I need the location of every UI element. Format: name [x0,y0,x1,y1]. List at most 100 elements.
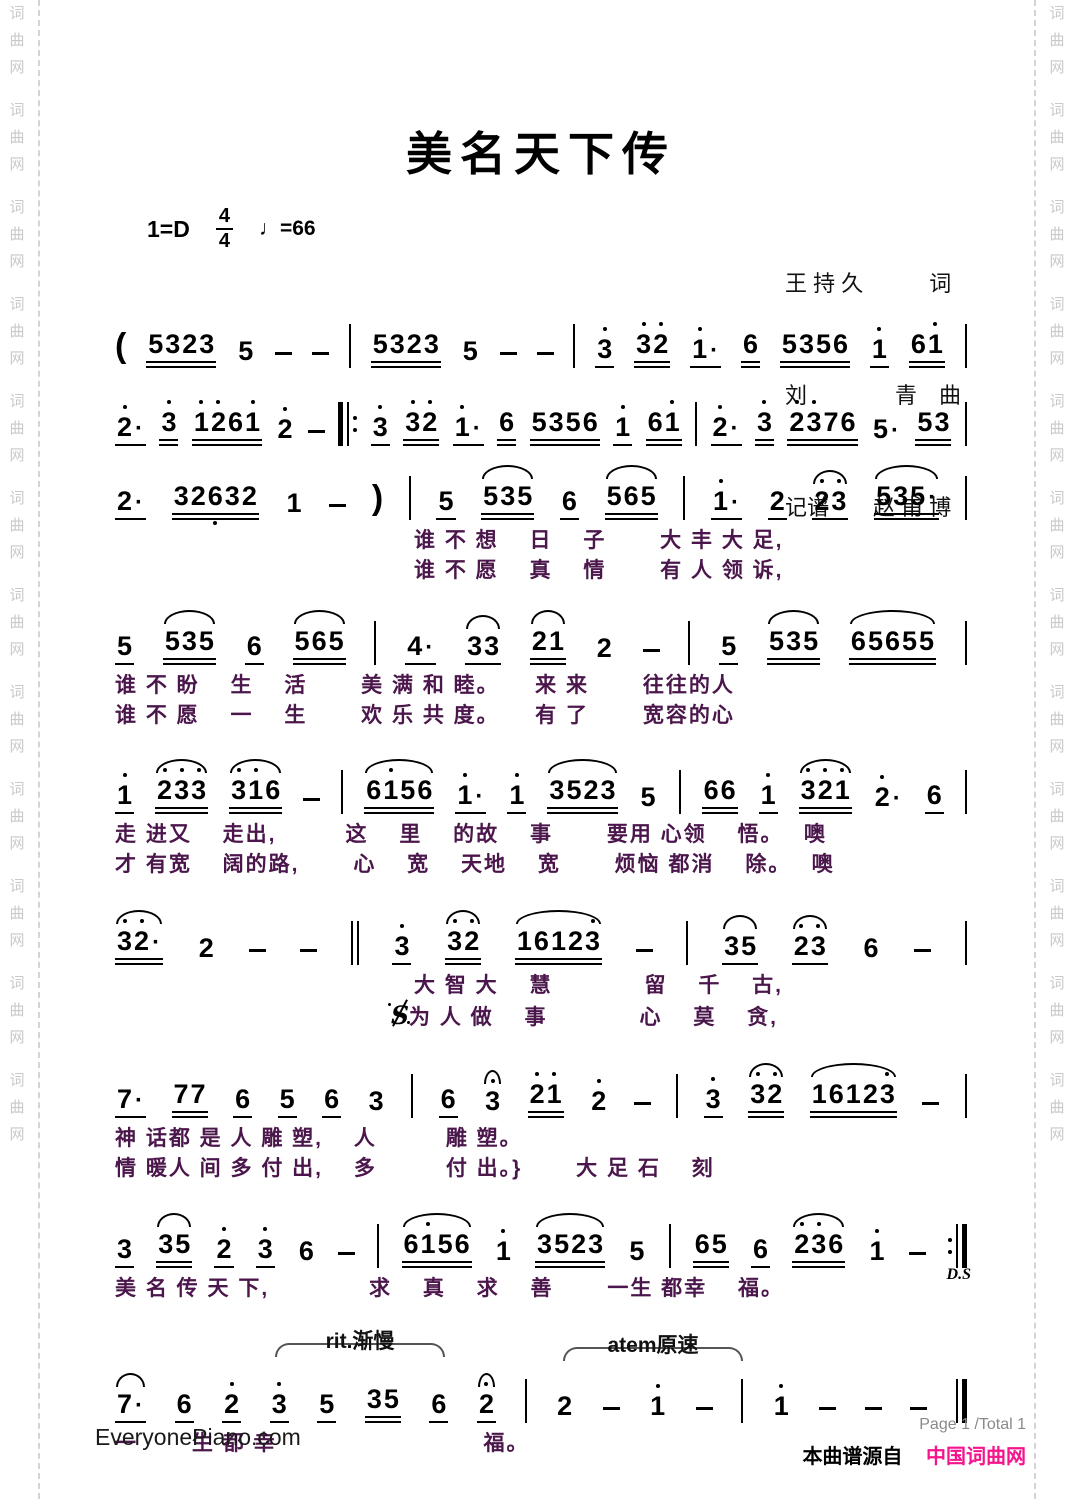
notation-line: 5 5 3 5 6 5 6 5 4 · 3 3 2 1 2 5 5 3 5 6 5 6 5 5 [115,607,967,665]
note-digit: 3 [181,625,197,656]
note-digit: 5 [917,407,933,437]
note-digit: 3 [485,1078,501,1116]
footer-right: Page 1 /Total 1 本曲谱源自 中国词曲网 [802,1416,1026,1469]
watermark-text: 词曲网 [1049,5,1065,76]
note-digit: 3 [588,1229,604,1260]
note-group: 5 [461,323,480,368]
watermark-text: 词曲网 [9,781,25,852]
footer-site-link[interactable]: EveryonePiano.com [95,1424,301,1450]
note-digit: 5 [640,481,656,511]
note-digit: 1 [760,772,776,810]
note-group: 2 · [115,399,147,446]
note-digit: 1 [692,327,708,364]
note-digit: 6 [703,774,719,805]
watermark-divider-left [38,0,40,1499]
note-digit: 1 [548,625,564,656]
note-digit: 3 [191,767,207,805]
note-group: 2 [275,401,294,446]
dash-rest [499,352,517,355]
barline-end-repeat [947,1224,967,1269]
note-group: 5 [639,769,658,814]
note-group: 2 · [873,769,904,814]
note-group: 1 · [452,399,484,446]
note-digit: 5 [238,336,254,366]
note-digit: 5 [902,625,918,656]
lyricist-credit: 王 持 久 词 [784,270,952,296]
note-digit: 3 [549,774,565,805]
music-system-4: 5 5 3 5 6 5 6 5 4 · 3 3 2 1 2 5 5 3 5 6 5 6 5 5 谁 不 盼 生 活 美 满 和 … [115,607,967,732]
barline-final [955,1378,967,1423]
note-digit: 2 [277,407,293,444]
note-digit: 6 [828,1078,844,1109]
music-system-6: 3 2 · 2 3 3 2 1 6 1 2 3 3 5 2 3 6 大 智 大 慧 留 千 古, S为 人 做 … [115,907,967,1034]
note-digit: 3 [158,1229,174,1260]
note-group: 3 [703,1071,723,1118]
note-digit: 3 [257,1227,273,1265]
note-group: 3 [255,1221,275,1269]
note-digit: 3 [879,1071,895,1109]
note-group: 2 [555,1378,574,1423]
note-digit: 5 [400,774,416,805]
note-digit: 6 [582,407,598,437]
a-tempo-annotation: atem原速 [563,1329,743,1361]
dash-rest [633,1101,651,1105]
note-digit: 2 [814,479,830,516]
note-digit: 2 [794,1222,810,1260]
note-digit: 1 [509,772,525,810]
note-group: 6 [862,920,881,965]
lyrics-line: 神 话都 是 人 雕 塑, 人 雕 塑。 [115,1126,523,1150]
note-digit: 3 [165,329,181,359]
note-group: 1 [868,1223,887,1268]
note-group: 5 3 5 · [874,465,940,520]
note-digit: 6 [647,407,663,437]
note-digit: 2 [478,1381,494,1419]
note-digit: 3 [934,407,950,437]
note-digit: 1 [773,1383,789,1421]
note-digit: 5 [164,625,180,656]
watermark-text: 词曲网 [1049,490,1065,561]
note-digit: 2 [422,400,438,437]
music-system-2: 2 · 3 1 2 6 1 2 3 3 2 1 · 6 5 3 5 6 1 6 1 2 · 3 2 3 7 6 5 · 5 3 [115,388,967,446]
watermark-text: 词曲网 [9,199,25,270]
note-digit: 1 [871,327,887,364]
note-digit: 1 [420,1222,436,1260]
watermark-text: 词曲网 [1049,296,1065,367]
augmentation-dot: · [928,484,937,511]
note-digit: 5 [328,625,344,656]
watermark-right: 词曲网词曲网词曲网词曲网词曲网词曲网词曲网词曲网词曲网词曲网词曲网词曲网 [1042,0,1072,1499]
watermark-text: 词曲网 [1049,587,1065,658]
note-digit: 2 [531,625,547,656]
note-group: 1 [869,321,889,368]
note-digit: 3 [271,1381,287,1419]
note-digit: 2 [712,405,728,442]
lyrics-line: 一 生 都 幸 福。 [115,1431,530,1455]
note-digit: 6 [561,486,577,516]
note-group: 1 [758,767,778,814]
note-group: 6 [924,767,944,814]
note-group: 6 [438,1071,458,1118]
source-site-link[interactable]: 中国词曲网 [926,1446,1026,1468]
note-digit: 2 [874,774,890,812]
augmentation-dot: · [892,784,901,812]
note-digit: 6 [440,1083,456,1114]
augmentation-dot: · [135,415,144,442]
note-group: 1 [494,1223,513,1268]
barline-single [964,324,967,368]
note-group: 3 [370,399,390,446]
note-digit: 5 [372,329,388,359]
music-system-5: 1 2 3 3 3 1 6 6 1 5 6 1 · 1 3 5 2 3 5 6 6 1 3 2 1 2 · 6 走 进又 走出, 这 里… [115,756,967,881]
note-digit: 1 [457,772,473,810]
note-digit: 1 [927,322,943,359]
augmentation-dot: · [135,1086,144,1114]
barline-single [695,402,698,446]
note-digit: 5 [629,1236,645,1267]
augmentation-dot: · [152,928,161,956]
barline-single [683,476,686,520]
note-digit: 3 [705,1076,721,1114]
